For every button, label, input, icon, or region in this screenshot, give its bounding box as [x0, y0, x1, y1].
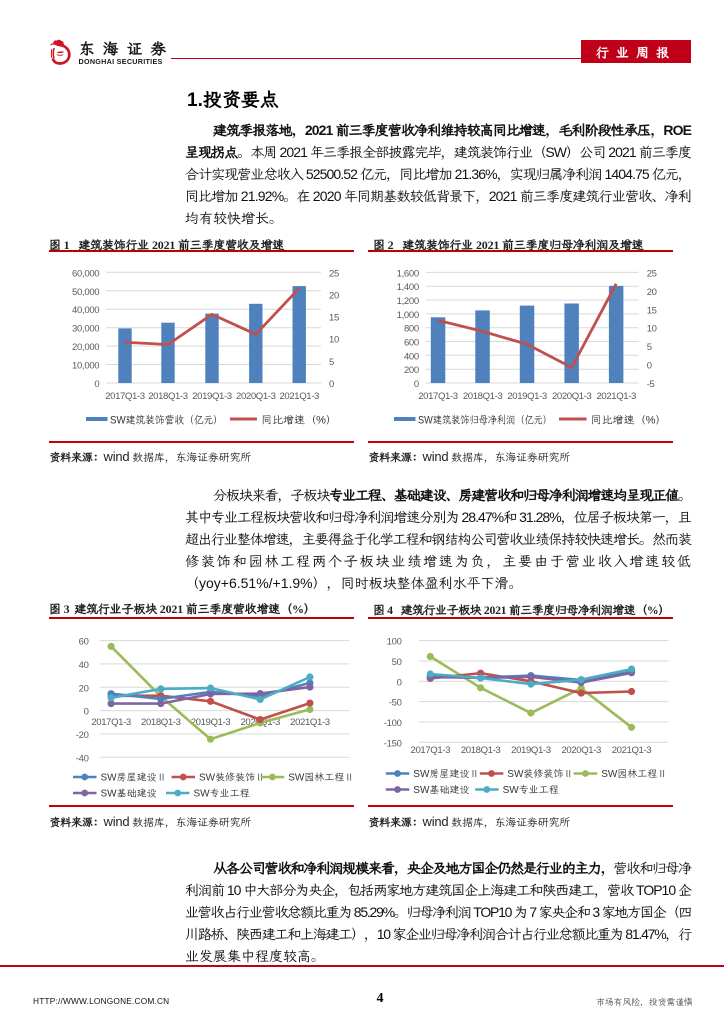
- svg-text:SW园林工程Ⅱ: SW园林工程Ⅱ: [288, 769, 354, 784]
- svg-text:SW房屋建设Ⅱ: SW房屋建设Ⅱ: [101, 769, 167, 784]
- svg-text:-100: -100: [384, 718, 402, 729]
- svg-text:2019Q1-3: 2019Q1-3: [507, 391, 547, 402]
- svg-text:SW专业工程: SW专业工程: [503, 781, 559, 796]
- svg-text:1,000: 1,000: [397, 310, 419, 321]
- svg-text:100: 100: [387, 637, 402, 648]
- svg-text:2017Q1-3: 2017Q1-3: [411, 745, 451, 756]
- svg-text:2017Q1-3: 2017Q1-3: [105, 391, 145, 402]
- svg-text:1,200: 1,200: [397, 296, 419, 307]
- svg-text:2021Q1-3: 2021Q1-3: [596, 391, 636, 402]
- svg-text:20: 20: [329, 290, 339, 301]
- svg-text:-5: -5: [647, 379, 655, 390]
- svg-text:5: 5: [647, 342, 652, 353]
- svg-text:20,000: 20,000: [72, 342, 99, 353]
- svg-text:2020Q1-3: 2020Q1-3: [236, 391, 276, 402]
- svg-text:-20: -20: [76, 730, 89, 741]
- svg-text:10: 10: [647, 324, 657, 335]
- svg-text:25: 25: [329, 268, 339, 279]
- svg-text:SW装修装饰Ⅱ: SW装修装饰Ⅱ: [199, 769, 265, 784]
- svg-text:SW专业工程: SW专业工程: [194, 785, 250, 800]
- svg-text:50,000: 50,000: [72, 287, 99, 298]
- svg-text:400: 400: [404, 351, 419, 362]
- svg-text:SW基础建设: SW基础建设: [101, 785, 157, 800]
- svg-text:15: 15: [329, 313, 339, 324]
- svg-text:2017Q1-3: 2017Q1-3: [91, 717, 131, 728]
- svg-text:-40: -40: [76, 753, 89, 764]
- svg-text:0: 0: [397, 677, 402, 688]
- svg-text:2020Q1-3: 2020Q1-3: [561, 745, 601, 756]
- svg-text:同比增速（%）: 同比增速（%）: [261, 413, 337, 428]
- svg-text:200: 200: [404, 365, 419, 376]
- svg-text:5: 5: [329, 357, 334, 368]
- svg-text:40: 40: [79, 660, 89, 671]
- svg-text:-150: -150: [384, 738, 402, 749]
- svg-text:2019Q1-3: 2019Q1-3: [192, 391, 232, 402]
- svg-text:40,000: 40,000: [72, 305, 99, 316]
- svg-text:0: 0: [329, 379, 334, 390]
- svg-text:2018Q1-3: 2018Q1-3: [461, 745, 501, 756]
- svg-text:SW建筑装饰归母净利润（亿元）: SW建筑装饰归母净利润（亿元）: [418, 413, 552, 428]
- svg-text:2018Q1-3: 2018Q1-3: [463, 391, 503, 402]
- svg-text:2020Q1-3: 2020Q1-3: [552, 391, 592, 402]
- svg-text:0: 0: [94, 379, 99, 390]
- svg-text:60,000: 60,000: [72, 268, 99, 279]
- svg-text:SW园林工程Ⅱ: SW园林工程Ⅱ: [601, 765, 667, 780]
- svg-text:同比增速（%）: 同比增速（%）: [591, 413, 667, 428]
- svg-text:2017Q1-3: 2017Q1-3: [418, 391, 458, 402]
- svg-text:2021Q1-3: 2021Q1-3: [279, 391, 319, 402]
- svg-text:50: 50: [392, 657, 402, 668]
- svg-text:2018Q1-3: 2018Q1-3: [141, 717, 181, 728]
- svg-text:15: 15: [647, 305, 657, 316]
- svg-text:2021Q1-3: 2021Q1-3: [612, 745, 652, 756]
- svg-text:60: 60: [79, 637, 89, 648]
- svg-text:2019Q1-3: 2019Q1-3: [511, 745, 551, 756]
- svg-text:-50: -50: [389, 698, 402, 709]
- svg-text:10: 10: [329, 335, 339, 346]
- svg-text:10,000: 10,000: [72, 361, 99, 372]
- svg-text:600: 600: [404, 338, 419, 349]
- svg-text:2018Q1-3: 2018Q1-3: [148, 391, 188, 402]
- svg-text:20: 20: [647, 287, 657, 298]
- svg-text:0: 0: [414, 379, 419, 390]
- svg-text:20: 20: [79, 683, 89, 694]
- svg-text:0: 0: [647, 361, 652, 372]
- svg-text:800: 800: [404, 324, 419, 335]
- svg-text:2019Q1-3: 2019Q1-3: [191, 717, 231, 728]
- svg-text:30,000: 30,000: [72, 324, 99, 335]
- svg-text:SW装修装饰Ⅱ: SW装修装饰Ⅱ: [507, 765, 573, 780]
- svg-text:0: 0: [84, 707, 89, 718]
- svg-text:25: 25: [647, 268, 657, 279]
- svg-text:1,400: 1,400: [397, 282, 419, 293]
- svg-text:SW基础建设: SW基础建设: [413, 781, 469, 796]
- svg-text:2021Q1-3: 2021Q1-3: [290, 717, 330, 728]
- svg-text:SW房屋建设Ⅱ: SW房屋建设Ⅱ: [413, 765, 479, 780]
- svg-text:1,600: 1,600: [397, 268, 419, 279]
- svg-text:SW建筑装饰营收（亿元）: SW建筑装饰营收（亿元）: [110, 413, 223, 428]
